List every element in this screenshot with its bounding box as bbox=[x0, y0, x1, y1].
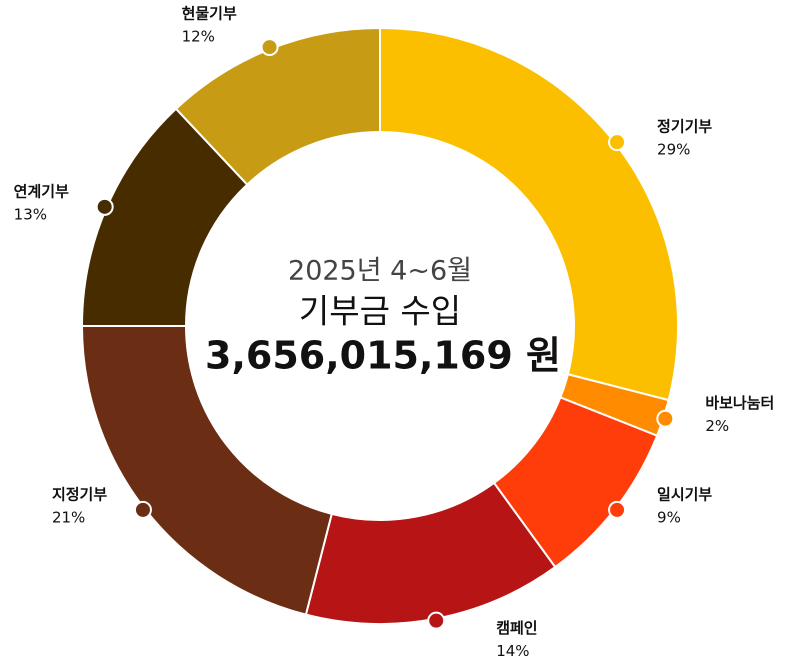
label-dot bbox=[427, 611, 446, 630]
category-label: 정기기부 bbox=[657, 118, 712, 136]
label-dot bbox=[656, 409, 675, 428]
slices bbox=[80, 26, 679, 625]
label-dot bbox=[95, 197, 114, 216]
slice bbox=[174, 26, 381, 186]
slice bbox=[379, 26, 679, 402]
category-label: 연계기부 bbox=[14, 182, 69, 200]
category-label: 현물기부 bbox=[182, 5, 237, 23]
category-label: 캠페인 bbox=[496, 619, 537, 637]
value-label: 13% bbox=[14, 205, 47, 223]
total-label: 3,656,015,169 원 bbox=[205, 334, 561, 378]
value-label: 12% bbox=[182, 28, 215, 46]
slice bbox=[80, 325, 333, 616]
label-dot bbox=[608, 500, 627, 519]
value-label: 9% bbox=[657, 508, 681, 526]
category-label: 일시기부 bbox=[657, 485, 712, 503]
chart-subtitle: 기부금 수입 bbox=[299, 292, 461, 331]
category-label: 지정기부 bbox=[52, 485, 107, 503]
label-dot bbox=[260, 38, 279, 57]
label-dot bbox=[608, 133, 627, 152]
chart-title: 2025년 4~6월 bbox=[288, 256, 472, 287]
value-label: 2% bbox=[705, 417, 729, 435]
category-label: 바보나눔터 bbox=[705, 394, 774, 412]
value-label: 21% bbox=[52, 508, 85, 526]
value-label: 29% bbox=[657, 141, 690, 159]
value-label: 14% bbox=[496, 642, 529, 660]
label-dot bbox=[133, 500, 152, 519]
